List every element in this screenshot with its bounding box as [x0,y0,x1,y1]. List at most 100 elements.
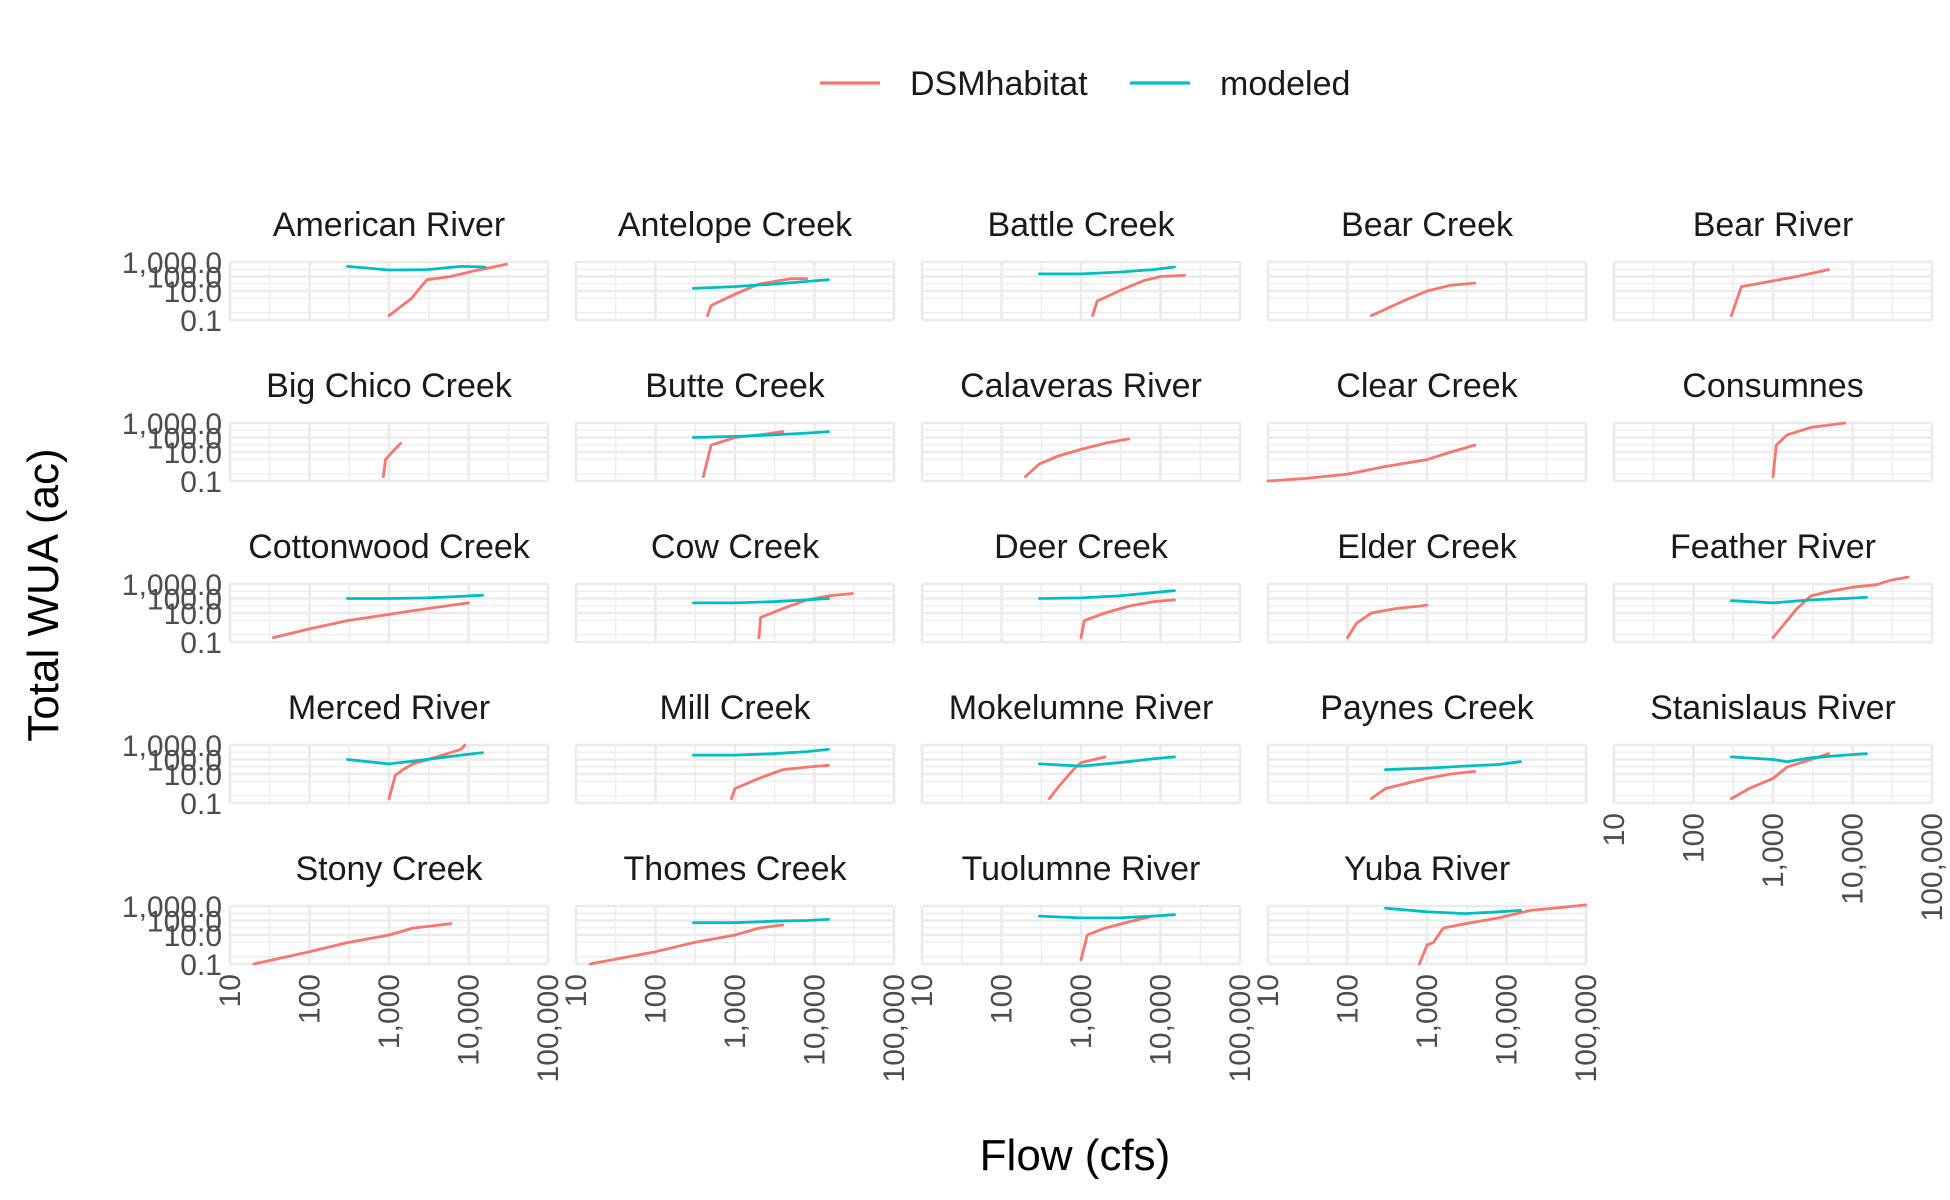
facet-grid [1266,582,1588,644]
x-tick-label: 100 [1332,974,1365,1024]
y-tick-label: 1,000.0 [122,408,222,441]
y-tick-label: 1,000.0 [122,891,222,924]
facet-grid [1266,743,1588,805]
facet-title: Stony Creek [295,850,483,888]
x-tick-label: 10,000 [1145,974,1178,1066]
series-line-dsmhabitat [1079,914,1155,961]
series-line-dsmhabitat [1266,443,1477,483]
facet-title: Feather River [1670,528,1876,566]
facet-yuba-river: Yuba River 10 100 1,000 10,000 100,000 [1252,850,1603,1082]
series-line-dsmhabitat [1417,903,1588,966]
facet-grid [228,260,550,322]
facet-title: American River [273,206,505,244]
series-line-modeled [346,593,484,600]
series-line-dsmhabitat [1771,421,1847,478]
series-line-modeled [692,430,830,439]
x-axis-title: Flow (cfs) [980,1131,1171,1180]
x-tick-label: 10,000 [1491,974,1524,1066]
y-tick-label: 0.1 [180,788,222,821]
facet-grid [228,743,550,805]
facet-title: Antelope Creek [618,206,853,244]
series-line-modeled [346,751,484,766]
x-tick-label: 1,000 [1411,974,1444,1049]
x-tick-label: 10,000 [453,974,486,1066]
legend: DSMhabitat modeled [820,65,1350,103]
facet-deer-creek: Deer Creek [920,528,1242,644]
facet-title: Big Chico Creek [266,367,513,405]
x-tick-label: 100 [1678,813,1711,863]
series-line-modeled [1038,913,1176,920]
y-tick-label: 100.0 [147,906,222,939]
facet-title: Stanislaus River [1650,689,1896,727]
facet-grid [1612,260,1934,322]
legend-item-modeled: modeled [1130,65,1350,103]
series-line-dsmhabitat [1370,770,1477,800]
x-tick-label: 10 [1252,974,1285,1007]
series-line-modeled [1730,596,1868,605]
series-line-dsmhabitat [1091,274,1186,317]
x-tick-label: 1,000 [373,974,406,1049]
y-tick-label: 100.0 [147,423,222,456]
facet-paynes-creek: Paynes Creek [1266,689,1588,805]
facet-grid [1266,421,1588,483]
facet-grid [1612,421,1934,483]
facet-feather-river: Feather River [1612,528,1934,644]
facet-title: Clear Creek [1336,367,1518,405]
series-line-dsmhabitat [382,441,402,478]
y-tick-label: 10.0 [164,437,222,470]
series-line-modeled [692,748,830,757]
y-tick-label: 10.0 [164,598,222,631]
facet-title: Cottonwood Creek [248,528,531,566]
x-tick-label: 100,000 [1570,974,1603,1082]
x-tick-label: 10 [906,974,939,1007]
y-tick-label: 0.1 [180,949,222,982]
facet-grid [1612,582,1934,644]
facet-consumnes: Consumnes [1612,367,1934,483]
facet-grid [228,582,550,644]
facet-title: Paynes Creek [1320,689,1535,727]
x-tick-label: 100 [986,974,1019,1024]
series-line-dsmhabitat [588,923,785,966]
series-line-modeled [1730,752,1868,764]
facet-title: Mill Creek [659,689,811,727]
series-line-modeled [692,918,830,925]
series-line-modeled [1038,265,1176,276]
x-tick-label: 10 [1598,813,1631,846]
facet-grid [574,421,896,483]
facet-calaveras-river: Calaveras River [920,367,1242,483]
x-tick-label: 100,000 [878,974,911,1082]
series-line-modeled [692,278,830,290]
x-tick-label: 100,000 [1224,974,1257,1082]
facet-title: Calaveras River [960,367,1202,405]
facet-grid [920,743,1242,805]
facet-stanislaus-river: Stanislaus River 10 100 1,000 10,000 100,000 [1598,689,1949,921]
facet-title: Merced River [288,689,490,727]
series-line-dsmhabitat [1024,437,1131,478]
legend-label-dsmhabitat: DSMhabitat [910,65,1088,103]
x-tick-label: 100,000 [532,974,565,1082]
y-tick-label: 100.0 [147,745,222,778]
y-tick-label: 0.1 [180,627,222,660]
series-line-modeled [692,597,830,605]
facet-butte-creek: Butte Creek [574,367,896,483]
series-line-dsmhabitat [1346,603,1429,639]
series-line-modeled [1384,906,1522,915]
y-tick-label: 1,000.0 [122,730,222,763]
facet-title: Yuba River [1344,850,1510,888]
series-line-dsmhabitat [387,262,508,317]
facet-antelope-creek: Antelope Creek [574,206,896,322]
legend-item-dsmhabitat: DSMhabitat [820,65,1088,103]
series-line-dsmhabitat [271,601,470,639]
facet-title: Thomes Creek [624,850,848,888]
facet-grid [920,904,1242,966]
series-line-dsmhabitat [252,922,453,966]
facet-grid [920,582,1242,644]
series-line-dsmhabitat [1079,598,1176,639]
facet-title: Cow Creek [651,528,820,566]
series-line-dsmhabitat [1771,575,1910,639]
series-line-modeled [1038,589,1176,600]
series-line-modeled [1384,760,1522,771]
series-line-dsmhabitat [387,743,467,800]
facet-title: Elder Creek [1337,528,1518,566]
